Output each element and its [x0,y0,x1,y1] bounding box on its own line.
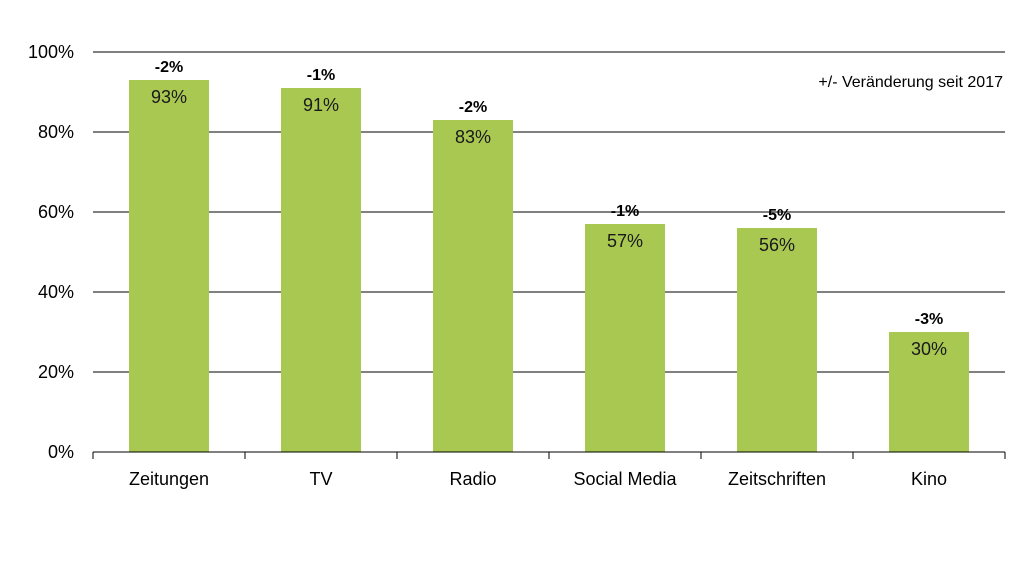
bar [585,224,665,452]
bar-value-label: 91% [303,95,339,115]
bar-change-label: -1% [611,203,639,220]
x-tick-label: Social Media [573,469,677,489]
change-annotation: +/- Veränderung seit 2017 [818,74,1003,91]
y-tick-label: 100% [28,42,74,62]
x-axis: Zeitungen TV Radio Social Media Zeitschrifte… [92,451,1006,489]
bar-value-label: 57% [607,231,643,251]
bar-change-label: -5% [763,207,791,224]
x-tick-label: Kino [911,469,947,489]
bar-change-label: -1% [307,67,335,84]
bar-value-label: 56% [759,235,795,255]
y-tick-label: 20% [38,362,74,382]
y-tick-label: 0% [48,442,74,462]
bar-change-label: -3% [915,311,943,328]
x-tick-label: TV [309,469,332,489]
bars: 93% -2% 91% -1% 83% -2% 57% -1% 56% -5% 30% -3% [129,59,969,452]
x-tick-label: Radio [449,469,496,489]
bar-change-label: -2% [155,59,183,76]
y-tick-label: 80% [38,122,74,142]
x-tick-label: Zeitschriften [728,469,826,489]
bar-value-label: 30% [911,339,947,359]
bar [737,228,817,452]
y-axis-tick-labels: 0% 20% 40% 60% 80% 100% [28,42,74,462]
bar [129,80,209,452]
bar [433,120,513,452]
bar [889,332,969,452]
x-tick-label: Zeitungen [129,469,209,489]
grid-lines [93,51,1005,373]
bar-value-label: 83% [455,127,491,147]
bar [281,88,361,452]
y-tick-label: 60% [38,202,74,222]
y-tick-label: 40% [38,282,74,302]
bar-value-label: 93% [151,87,187,107]
bar-change-label: -2% [459,99,487,116]
